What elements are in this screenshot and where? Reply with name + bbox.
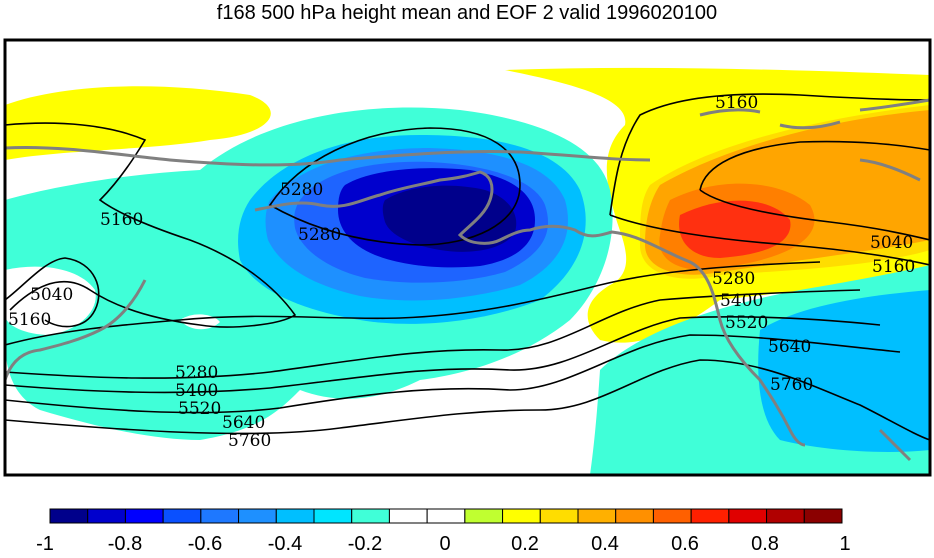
label-5160-far-west: 5160: [8, 310, 51, 330]
colorbar-tick-label: 0.2: [511, 533, 539, 555]
contour-5520: [5, 316, 881, 394]
colorbar-box: [351, 508, 390, 524]
eof-negative-southeast-sky: [758, 290, 930, 452]
coast-alaska: [254, 170, 806, 447]
plot-title: f168 500 hPa height mean and EOF 2 valid…: [216, 2, 718, 24]
colorbar-box: [766, 508, 805, 524]
eof-positive-upper-left: [5, 86, 271, 160]
label-5760-south: 5760: [228, 431, 271, 451]
colorbar-tick-label: -0.4: [267, 533, 303, 555]
map-frame: [3, 38, 932, 477]
colorbar-tick-label: -0.6: [187, 533, 223, 555]
colorbar-box: [426, 508, 466, 524]
colorbar-box: [803, 508, 843, 524]
contour-5040-east-b: [699, 189, 930, 241]
colorbar-box: [464, 508, 504, 524]
contour-5040-east: [699, 140, 930, 191]
colorbar-box: [388, 508, 428, 524]
eof-negative-west-notch: [5, 266, 220, 335]
colorbar-box: [539, 508, 579, 524]
coast-kamchatka: [5, 279, 147, 381]
label-5160-east: 5160: [872, 257, 915, 277]
colorbar-box: [690, 508, 730, 524]
contour-5760: [5, 359, 930, 441]
label-5280-central-a: 5280: [280, 180, 323, 200]
height-contours: [5, 93, 930, 441]
colorbar-tick-label: -1: [36, 533, 54, 555]
contour-5280-central: [268, 127, 521, 246]
coast-east-lower: [878, 428, 912, 462]
colorbar-box: [238, 508, 277, 524]
label-5400-south: 5400: [175, 381, 218, 401]
contour-labels: 5160 5040 5160 5280 5400 5520 5640 5760 …: [8, 93, 915, 451]
colorbar-tick-label: 0.8: [751, 533, 779, 555]
label-5760-east: 5760: [770, 375, 813, 395]
label-5280-east: 5280: [712, 269, 755, 289]
colorbar-box: [577, 508, 617, 524]
coast-northwest: [5, 145, 651, 167]
colorbar-box: [162, 508, 202, 524]
colorbar-tick-label: 1: [839, 533, 851, 555]
colorbar-box: [124, 508, 164, 524]
contour-5040-west: [5, 257, 100, 328]
contour-5280: [5, 261, 821, 346]
colorbar-tick-label: 0.6: [671, 533, 699, 555]
colorbar-box: [275, 508, 315, 524]
label-5520-east: 5520: [725, 313, 768, 333]
colorbar-box: [615, 508, 654, 524]
label-5160-west: 5160: [100, 210, 143, 230]
contour-5640: [5, 334, 901, 414]
colorbar-box: [49, 508, 89, 524]
coastlines: [5, 98, 930, 462]
label-5040-west: 5040: [30, 285, 73, 305]
label-5520-south: 5520: [178, 399, 221, 419]
colorbar-box: [313, 508, 353, 524]
eof-negative-central-navy: [382, 185, 517, 252]
label-5280-south: 5280: [175, 363, 218, 383]
coast-east-islands: [699, 98, 930, 182]
colorbar-tick-label: -0.2: [347, 533, 383, 555]
colorbar-tick-label: 0.4: [591, 533, 619, 555]
label-5160-northeast: 5160: [715, 93, 758, 113]
label-5640-south: 5640: [222, 413, 265, 433]
colorbar-tick-label: 0: [439, 533, 451, 555]
contour-5160-east-b: [609, 214, 930, 266]
eof-positive-east-red: [679, 200, 791, 258]
contour-5160-west: [5, 122, 297, 328]
label-5640-east: 5640: [768, 337, 811, 357]
colorbar-box: [87, 508, 126, 524]
colorbar-box: [652, 508, 692, 524]
map-panel: 5160 5040 5160 5280 5400 5520 5640 5760 …: [3, 38, 932, 477]
colorbar-box: [200, 508, 240, 524]
label-5280-central-b: 5280: [298, 225, 341, 245]
colorbar-box: [728, 508, 768, 524]
colorbar-tick-label: -0.8: [107, 533, 143, 555]
label-5040-east: 5040: [870, 233, 913, 253]
colorbar-box: [502, 508, 541, 524]
label-5400-east: 5400: [720, 291, 763, 311]
